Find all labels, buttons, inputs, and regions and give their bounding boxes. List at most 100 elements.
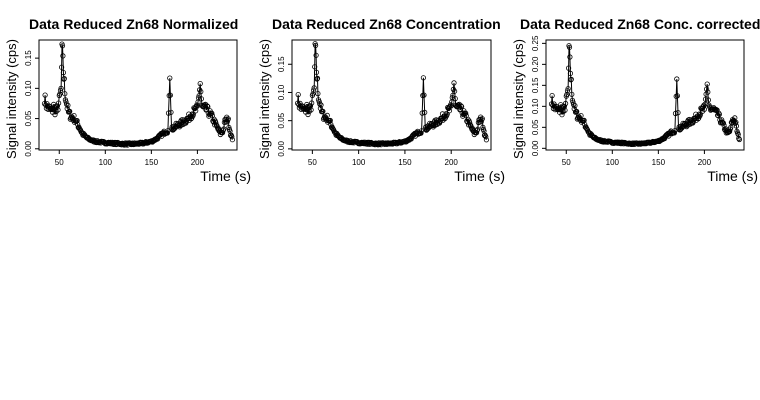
data-point — [168, 109, 174, 115]
data-point — [198, 89, 204, 95]
x-tick-label: 50 — [55, 158, 64, 167]
data-point — [559, 108, 566, 114]
y-tick-label: 0.00 — [531, 140, 540, 156]
data-point — [701, 102, 707, 109]
data-point — [164, 130, 170, 136]
x-tick-label: 100 — [99, 158, 113, 167]
data-point — [702, 96, 709, 102]
data-point — [312, 64, 318, 70]
data-point — [451, 88, 458, 94]
data-point — [311, 85, 317, 91]
data-point — [60, 70, 67, 76]
chart-title: Data Reduced Zn68 Conc. corrected — [520, 16, 760, 32]
data-point — [60, 53, 66, 59]
data-point — [568, 76, 574, 82]
data-point — [473, 130, 480, 136]
data-point — [198, 96, 204, 102]
data-point — [420, 75, 426, 81]
data-point — [309, 100, 315, 106]
data-point — [213, 122, 219, 128]
data-point — [213, 120, 219, 126]
data-point — [458, 103, 464, 109]
data-point — [226, 124, 232, 131]
data-point — [549, 93, 555, 99]
data-point — [373, 140, 380, 146]
data-point — [564, 91, 570, 98]
data-point — [308, 107, 314, 113]
data-point — [581, 117, 587, 124]
data-point — [324, 112, 330, 119]
data-point — [65, 102, 71, 109]
data-point — [221, 126, 227, 132]
y-tick-label: 0.25 — [531, 35, 540, 51]
data-point — [190, 111, 196, 118]
data-point — [313, 69, 320, 75]
y-tick-label: 0.05 — [277, 112, 286, 128]
data-point — [421, 92, 427, 98]
data-point — [52, 108, 59, 114]
y-axis-label: Signal intensity (cps) — [511, 39, 526, 159]
x-tick-label: 150 — [652, 158, 666, 167]
y-tick-label: 0.00 — [277, 141, 286, 157]
data-point — [561, 103, 568, 110]
data-point — [318, 102, 324, 108]
data-point — [574, 108, 580, 115]
data-point — [167, 92, 173, 98]
data-point — [564, 88, 571, 94]
data-point — [701, 106, 708, 112]
data-point — [715, 113, 721, 119]
x-tick-label: 150 — [145, 158, 159, 167]
data-point — [216, 126, 222, 132]
y-tick-label: 0.05 — [531, 119, 540, 135]
data-point — [463, 110, 469, 116]
data-point — [552, 107, 558, 113]
y-tick-label: 0.15 — [24, 50, 33, 66]
data-point — [214, 123, 220, 129]
data-point — [478, 119, 484, 125]
data-point — [705, 89, 711, 95]
x-tick-label: 100 — [606, 158, 620, 167]
data-point — [295, 92, 301, 98]
data-point — [310, 87, 317, 93]
x-tick-label: 150 — [398, 158, 412, 167]
data-point — [204, 103, 210, 109]
data-point — [672, 110, 679, 117]
data-point — [467, 122, 473, 128]
data-point — [674, 76, 680, 82]
data-point — [220, 130, 226, 136]
data-point — [45, 106, 51, 113]
data-point — [562, 100, 569, 107]
data-point — [314, 76, 320, 82]
data-point — [733, 119, 739, 125]
data-point — [562, 107, 568, 113]
y-tick-label: 0.10 — [277, 84, 286, 100]
chart-title: Data Reduced Zn68 Normalized — [29, 16, 238, 32]
data-point — [52, 112, 58, 118]
data-point — [479, 116, 485, 122]
data-point — [720, 120, 727, 126]
data-point — [452, 96, 458, 102]
data-point — [71, 113, 77, 119]
data-point — [41, 101, 48, 107]
x-axis-label: Time (s) — [707, 168, 758, 184]
data-point — [59, 43, 66, 49]
data-point — [705, 97, 712, 103]
data-point — [480, 124, 486, 131]
data-point — [320, 108, 326, 114]
data-point — [58, 85, 64, 92]
chart-panel-2: Data Reduced Zn68 Concentration 50 100 150 2… — [257, 16, 505, 184]
data-point — [559, 112, 565, 118]
x-axis-label: Time (s) — [454, 168, 505, 184]
data-point — [582, 121, 588, 127]
data-point — [449, 95, 455, 101]
data-point — [313, 52, 319, 58]
data-point — [312, 42, 319, 49]
data-point — [736, 136, 743, 143]
data-point — [437, 118, 443, 124]
y-tick-label: 0.15 — [277, 56, 286, 72]
data-point — [167, 75, 173, 81]
data-point — [314, 75, 321, 82]
y-tick-label: 0.20 — [531, 56, 540, 72]
data-point — [467, 120, 473, 126]
